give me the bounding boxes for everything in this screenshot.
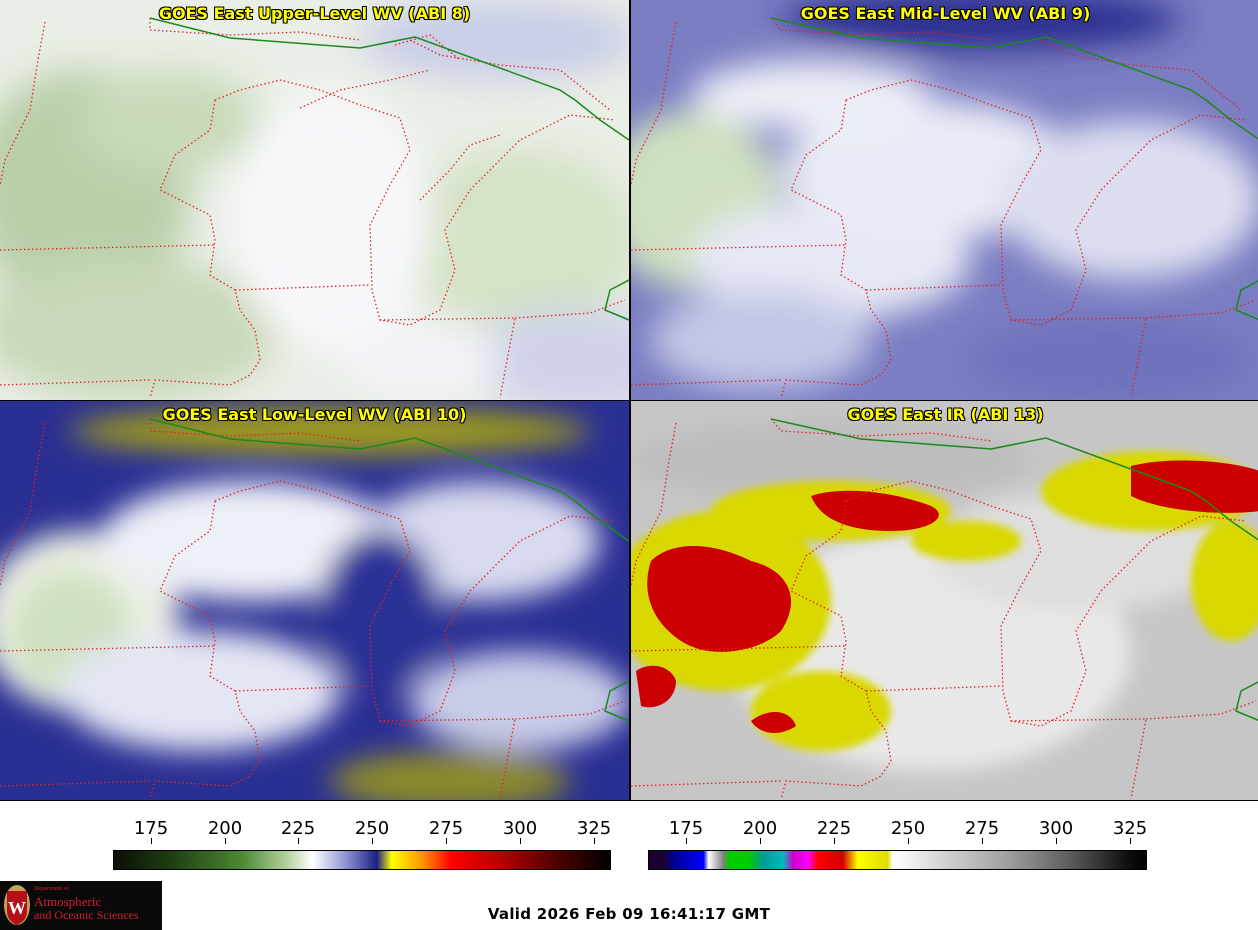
panel-title-upper-level: GOES East Upper-Level WV (ABI 8): [158, 4, 471, 23]
uw-crest-icon: W: [4, 885, 30, 925]
panel-low-level-wv: GOES East Low-Level WV (ABI 10): [0, 401, 629, 801]
bottom-border: [0, 800, 1258, 801]
colorbar-ir-tick: 175: [668, 818, 704, 839]
ir-image: [631, 401, 1258, 801]
colorbar-ir-tick: 325: [1112, 818, 1148, 839]
colorbar-ir-gradient: [648, 850, 1147, 870]
colorbar-ir-tick: 275: [964, 818, 1000, 839]
colorbar-ir-tick: 200: [742, 818, 778, 839]
colorbar-wv-tick: 275: [428, 818, 464, 839]
svg-text:W: W: [8, 898, 26, 918]
mid-level-wv-image: [631, 0, 1258, 400]
panel-mid-level-wv: GOES East Mid-Level WV (ABI 9): [631, 0, 1258, 400]
upper-level-wv-image: [0, 0, 629, 400]
logo-line-1: Department of: [34, 886, 69, 892]
colorbar-ir-tick: 300: [1038, 818, 1074, 839]
panel-ir: GOES East IR (ABI 13): [631, 401, 1258, 801]
colorbar-wv-gradient: [113, 850, 611, 870]
colorbar-wv-tick: 175: [133, 818, 169, 839]
colorbar-wv-tick: 200: [207, 818, 243, 839]
colorbar-ir-tick: 250: [890, 818, 926, 839]
uw-aos-logo: W Department of Atmospheric and Oceanic …: [0, 881, 162, 930]
low-level-wv-image: [0, 401, 629, 801]
horizontal-divider: [0, 400, 1258, 401]
colorbar-wv-tick: 225: [280, 818, 316, 839]
panel-title-low-level: GOES East Low-Level WV (ABI 10): [162, 405, 467, 424]
colorbar-wv-tick: 325: [576, 818, 612, 839]
colorbar-wv-tick: 300: [502, 818, 538, 839]
logo-line-2: Atmospheric: [34, 894, 102, 909]
colorbar-ir-ticks: 175 200 225 250 275 300 325: [648, 818, 1148, 844]
panel-title-ir: GOES East IR (ABI 13): [847, 405, 1044, 424]
colorbar-wv-tick: 250: [354, 818, 390, 839]
valid-time: Valid 2026 Feb 09 16:41:17 GMT: [487, 905, 771, 923]
logo-line-3: and Oceanic Sciences: [34, 908, 139, 922]
panel-title-mid-level: GOES East Mid-Level WV (ABI 9): [800, 4, 1091, 23]
colorbar-ir-tick: 225: [816, 818, 852, 839]
panel-upper-level-wv: GOES East Upper-Level WV (ABI 8): [0, 0, 629, 400]
colorbar-wv-ticks: 175 200 225 250 275 300 325: [113, 818, 612, 844]
